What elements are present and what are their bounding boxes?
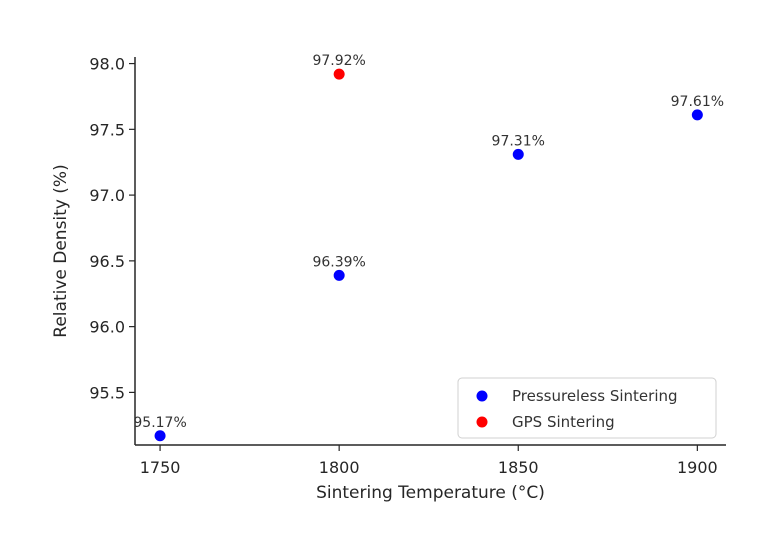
y-tick-label: 98.0 bbox=[89, 55, 125, 74]
x-axis-title: Sintering Temperature (°C) bbox=[316, 483, 545, 503]
data-point bbox=[333, 269, 345, 281]
data-point bbox=[691, 109, 703, 121]
points-layer bbox=[154, 68, 703, 442]
x-tick-label: 1900 bbox=[677, 458, 718, 477]
x-tick-label: 1850 bbox=[498, 458, 539, 477]
y-tick-label: 97.0 bbox=[89, 186, 125, 205]
data-label: 95.17% bbox=[133, 415, 186, 431]
legend-box bbox=[457, 377, 717, 439]
legend-marker bbox=[476, 390, 488, 402]
data-point bbox=[154, 430, 166, 442]
x-tick-label: 1800 bbox=[319, 458, 360, 477]
data-labels-layer: 95.17% 96.39% 97.31% 97.61% 97.92% bbox=[133, 53, 724, 431]
legend: Pressureless Sintering GPS Sintering bbox=[457, 377, 717, 439]
legend-label: GPS Sintering bbox=[512, 413, 615, 431]
legend-marker bbox=[476, 416, 488, 428]
ticks-layer: 1750 1800 1850 1900 95.5 96.0 96.5 97.0 97.5 98.0 bbox=[89, 55, 717, 477]
legend-label: Pressureless Sintering bbox=[512, 387, 678, 405]
data-label: 97.92% bbox=[312, 53, 365, 69]
y-tick-label: 97.5 bbox=[89, 120, 125, 139]
data-label: 97.31% bbox=[492, 133, 545, 149]
data-label: 97.61% bbox=[671, 94, 724, 110]
y-tick-label: 96.5 bbox=[89, 252, 125, 271]
data-label: 96.39% bbox=[312, 254, 365, 270]
data-point bbox=[333, 68, 345, 80]
axes-layer bbox=[134, 57, 726, 446]
y-tick-label: 96.0 bbox=[89, 318, 125, 337]
data-point bbox=[512, 148, 524, 160]
y-tick-label: 95.5 bbox=[89, 383, 125, 402]
y-axis-title: Relative Density (%) bbox=[51, 164, 71, 337]
x-tick-label: 1750 bbox=[140, 458, 181, 477]
